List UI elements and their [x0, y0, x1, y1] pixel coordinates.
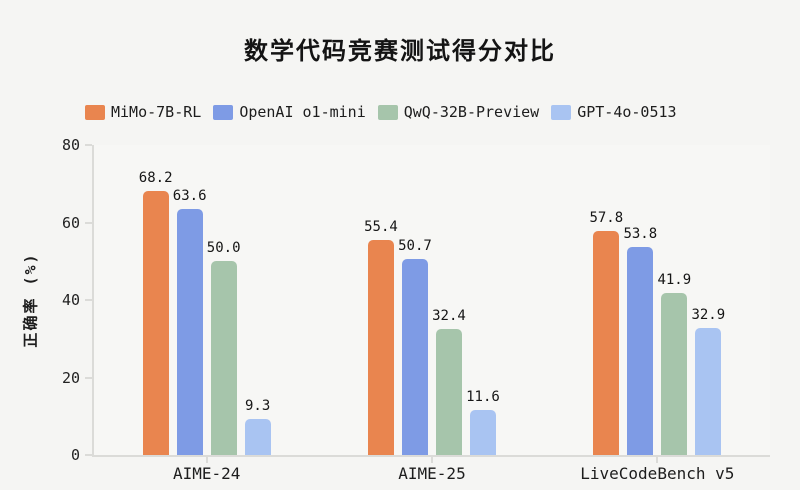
legend-swatch-icon — [551, 104, 572, 120]
bar-qwq-32b-preview-aime-24: 50.0 — [207, 240, 241, 455]
y-tick-mark — [85, 144, 92, 146]
legend-swatch-icon — [377, 104, 398, 120]
x-category-label: AIME-25 — [398, 464, 466, 483]
y-tick-label: 20 — [61, 368, 80, 387]
y-tick-label: 0 — [70, 446, 80, 464]
bar-value-label: 53.8 — [623, 225, 658, 242]
bar-gpt-4o-0513-aime-25: 11.6 — [466, 389, 500, 455]
bar-value-label: 55.4 — [364, 219, 398, 236]
x-tick-mark — [430, 455, 433, 463]
bar-mimo-7b-rl-livecodebench-v5: 57.8 — [589, 210, 623, 455]
legend-label: MiMo-7B-RL — [111, 103, 202, 121]
y-tick-label: 60 — [61, 213, 80, 232]
legend-label: GPT-4o-0513 — [577, 103, 677, 121]
bar-openai-o1-mini-aime-25: 50.7 — [398, 238, 432, 455]
bar-mimo-7b-rl-aime-25: 55.4 — [364, 219, 398, 455]
bar-gpt-4o-0513-livecodebench-v5: 32.9 — [691, 307, 725, 455]
bar-groups: 68.2 63.6 50.0 9.3 AIME-24 55.4 50.7 32.4 11.6 AI… — [94, 145, 770, 483]
legend: MiMo-7B-RL OpenAI o1-mini QwQ-32B-Preview G… — [85, 103, 677, 121]
y-tick-mark — [85, 221, 92, 224]
bar-group-livecodebench-v5: 57.8 53.8 41.9 32.9 LiveCodeBench v5 — [545, 145, 770, 483]
legend-swatch-icon — [85, 104, 105, 120]
x-category-label: AIME-24 — [172, 464, 241, 483]
x-tick-mark — [656, 455, 659, 463]
bar-value-label: 50.0 — [206, 240, 241, 257]
bar-value-label: 32.4 — [432, 308, 466, 325]
legend-item-openai-o1-mini: OpenAI o1-mini — [213, 103, 366, 121]
x-tick-mark — [205, 455, 208, 463]
bar-value-label: 32.9 — [691, 306, 726, 323]
bar-value-label: 50.7 — [398, 237, 432, 254]
bar-group-aime-24: 68.2 63.6 50.0 9.3 AIME-24 — [94, 145, 319, 483]
legend-swatch-icon — [213, 104, 234, 120]
bar-qwq-32b-preview-aime-25: 32.4 — [432, 308, 466, 455]
bar-qwq-32b-preview-livecodebench-v5: 41.9 — [657, 272, 691, 455]
bar-value-label: 68.2 — [138, 169, 173, 186]
bar-value-label: 57.8 — [589, 210, 624, 227]
bar-value-label: 11.6 — [466, 389, 500, 406]
bar-group-aime-25: 55.4 50.7 32.4 11.6 AIME-25 — [319, 145, 544, 483]
y-axis-title: 正确率 (%) — [21, 252, 40, 348]
y-tick-mark — [85, 299, 92, 301]
bar-value-label: 41.9 — [657, 271, 692, 288]
bar-openai-o1-mini-livecodebench-v5: 53.8 — [623, 226, 657, 455]
bar-value-label: 9.3 — [245, 397, 271, 414]
y-tick-mark — [85, 454, 92, 456]
legend-label: OpenAI o1-mini — [239, 103, 366, 121]
bar-gpt-4o-0513-aime-24: 9.3 — [244, 398, 271, 455]
y-tick-label: 80 — [61, 136, 80, 154]
legend-item-qwq-32b-preview: QwQ-32B-Preview — [377, 103, 540, 121]
y-tick-label: 40 — [61, 291, 80, 309]
legend-item-gpt-4o-0513: GPT-4o-0513 — [551, 103, 677, 121]
bar-value-label: 63.6 — [172, 187, 207, 204]
bar-mimo-7b-rl-aime-24: 68.2 — [139, 170, 173, 455]
x-category-label: LiveCodeBench v5 — [580, 464, 735, 483]
bar-openai-o1-mini-aime-24: 63.6 — [173, 188, 207, 455]
legend-label: QwQ-32B-Preview — [403, 103, 540, 121]
legend-item-mimo-7b-rl: MiMo-7B-RL — [85, 103, 201, 121]
chart-title: 数学代码竞赛测试得分对比 — [244, 37, 556, 65]
y-tick-mark — [85, 376, 92, 379]
plot-area: 0 20 40 60 80 68.2 63.6 50.0 9.3 AIME-24 55.4 50.7… — [62, 136, 770, 483]
